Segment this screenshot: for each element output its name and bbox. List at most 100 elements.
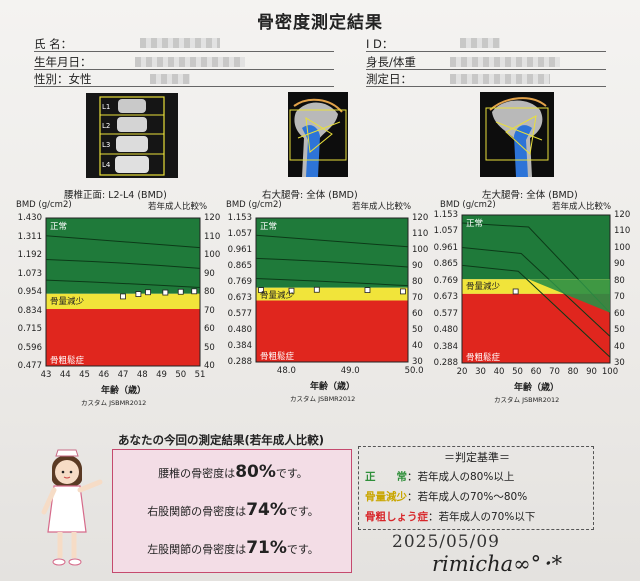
criteria-osteopenia-label: 骨量減少: [365, 491, 407, 503]
panel2-zone-osteoporosis-label: 骨粗鬆症: [260, 352, 295, 362]
panel2-left-tick: 0.288: [227, 357, 252, 367]
panel2-zone-osteoporosis: [256, 300, 408, 362]
panel1-zone-osteopenia-label: 骨量減少: [50, 296, 85, 307]
panel1-x-tick: 44: [59, 370, 71, 380]
panel3-note: カスタム JSBMR2012: [494, 396, 560, 404]
panel1-x-tick: 47: [117, 370, 129, 380]
results-title: あなたの今回の測定結果(若年成人比較): [118, 433, 325, 447]
result-lumbar-value: 80%: [235, 462, 276, 482]
panel1-x-tick: 50: [175, 370, 187, 380]
panel2-right-tick: 30: [412, 357, 423, 367]
redacted-height-weight: [450, 57, 560, 67]
panel1-x-tick: 48: [136, 370, 148, 380]
panel2-data-point: [288, 287, 295, 294]
redacted-id: [460, 38, 500, 48]
panel3-right-tick: 80: [614, 275, 625, 286]
panel1-x-axis-label: 年齢（歳）: [101, 386, 147, 396]
panel3-left-tick: 0.673: [433, 292, 458, 303]
result-right-hip-pre: 右股関節の骨密度は: [147, 505, 247, 518]
panel3-x-tick: 70: [549, 367, 560, 377]
scan-label-l2: L2: [102, 122, 110, 130]
scan-label-l3: L3: [102, 141, 110, 149]
panel3-x-tick: 60: [530, 367, 542, 377]
left-femur-right-axis-label: 若年成人比較%: [552, 202, 612, 212]
sex-label: 性別：女性: [34, 72, 92, 86]
panel3-right-tick: 70: [614, 292, 625, 303]
panel1-x-tick: 45: [79, 370, 90, 380]
lumbar-right-axis-label: 若年成人比較%: [148, 202, 208, 212]
criteria-osteoporosis-label: 骨粗しょう症: [365, 511, 428, 523]
panel2-left-tick: 0.961: [227, 245, 252, 255]
panel1-left-tick: 1.192: [17, 250, 42, 260]
panel2-zone-normal: [256, 218, 408, 288]
panel1-left-tick: 0.715: [17, 324, 42, 334]
panel1-left-tick: 0.477: [17, 361, 42, 371]
panel1-left-tick: 1.430: [17, 213, 42, 223]
panel2-curve-upper: [255, 234, 409, 248]
left-femur-scan: [480, 92, 554, 177]
panel3-right-tick: 120: [614, 210, 631, 220]
panel2-data-point: [313, 286, 320, 293]
panel1-left-tick: 1.311: [17, 231, 42, 242]
panel3-left-tick: 0.961: [433, 242, 458, 253]
scan-label-l4: L4: [102, 161, 111, 169]
redacted-sex-extra: [150, 74, 190, 84]
panel1-zone-osteopenia: [46, 293, 200, 310]
panel2-right-tick: 100: [412, 245, 429, 255]
panel3-curve-mid: [461, 247, 611, 337]
panel2-left-tick: 1.153: [227, 213, 252, 223]
panel1-curve-mid: [45, 258, 201, 269]
criteria-row-osteoporosis: 骨粗しょう症：若年成人の70%以下: [365, 509, 535, 524]
panel2-right-tick: 90: [412, 261, 423, 271]
panel3-x-tick: 30: [475, 367, 486, 377]
panel2-left-tick: 0.769: [227, 277, 252, 287]
panel3-zone-normal-label: 正常: [466, 219, 484, 229]
panel3-curve-fill: [528, 279, 610, 313]
id-underline: [366, 51, 606, 52]
panel3-left-tick: 0.384: [433, 341, 458, 352]
right-femur-right-axis-label: 若年成人比較%: [352, 202, 412, 212]
panel3-left-tick: 1.057: [433, 226, 458, 237]
panel2-zone-osteopenia-label: 骨量減少: [260, 290, 295, 301]
panel1-left-tick: 0.596: [17, 342, 42, 353]
panel3-x-tick: 20: [456, 367, 468, 377]
handwritten-date: 2025/05/09: [392, 532, 500, 552]
result-left-hip-value: 71%: [246, 538, 287, 558]
left-femur-panel-title: 左大腿骨: 全体 (BMD): [482, 190, 578, 201]
panel2-left-tick: 0.673: [227, 293, 252, 303]
panel2-data-point: [400, 288, 406, 295]
panel1-right-tick: 120: [204, 213, 221, 223]
panel3-x-axis-label: 年齢（歳）: [514, 383, 560, 393]
result-lumbar-pre: 腰椎の骨密度は: [158, 467, 236, 480]
panel3-left-tick: 0.865: [433, 259, 458, 270]
right-femur-panel-title: 右大腿骨: 全体 (BMD): [262, 190, 358, 201]
panel3-x-tick: 40: [493, 367, 505, 377]
result-left-hip-pre: 左股関節の骨密度は: [147, 543, 247, 556]
panel3-x-tick: 50: [512, 367, 523, 377]
panel1-x-tick: 49: [156, 370, 167, 380]
panel3-curve-lower: [461, 264, 611, 358]
panel3-x-tick: 100: [601, 367, 619, 377]
lumbar-left-axis-label: BMD (g/cm2): [16, 200, 72, 210]
panel1-data-point: [135, 291, 142, 297]
panel3-left-tick: 0.577: [433, 308, 458, 319]
result-lumbar-post: です。: [275, 467, 308, 480]
panel3-left-tick: 1.153: [433, 210, 458, 220]
panel3-right-tick: 30: [614, 358, 625, 368]
right-femur-scan: [288, 92, 348, 177]
result-row-left-hip: 左股関節の骨密度は71%です。: [113, 538, 353, 558]
panel3-right-tick: 90: [614, 259, 625, 270]
panel2-curve-mid: [255, 257, 409, 268]
criteria-normal-text: ：若年成人の80%以上: [407, 471, 515, 483]
criteria-osteopenia-text: ：若年成人の70%〜80%: [407, 491, 528, 503]
lumbar-panel-title: 腰椎正面: L2-L4 (BMD): [64, 190, 167, 201]
panel2-right-tick: 120: [412, 213, 429, 223]
page-title: 骨密度測定結果: [257, 13, 383, 33]
panel2-zone-normal-label: 正常: [260, 222, 278, 232]
height-weight-underline: [366, 69, 606, 70]
criteria-row-osteopenia: 骨量減少：若年成人の70%〜80%: [365, 489, 527, 504]
panel2-left-tick: 0.865: [227, 261, 252, 271]
panel1-data-point: [162, 289, 169, 296]
panel1-right-tick: 40: [204, 361, 215, 371]
panel2-right-tick: 50: [412, 325, 423, 335]
